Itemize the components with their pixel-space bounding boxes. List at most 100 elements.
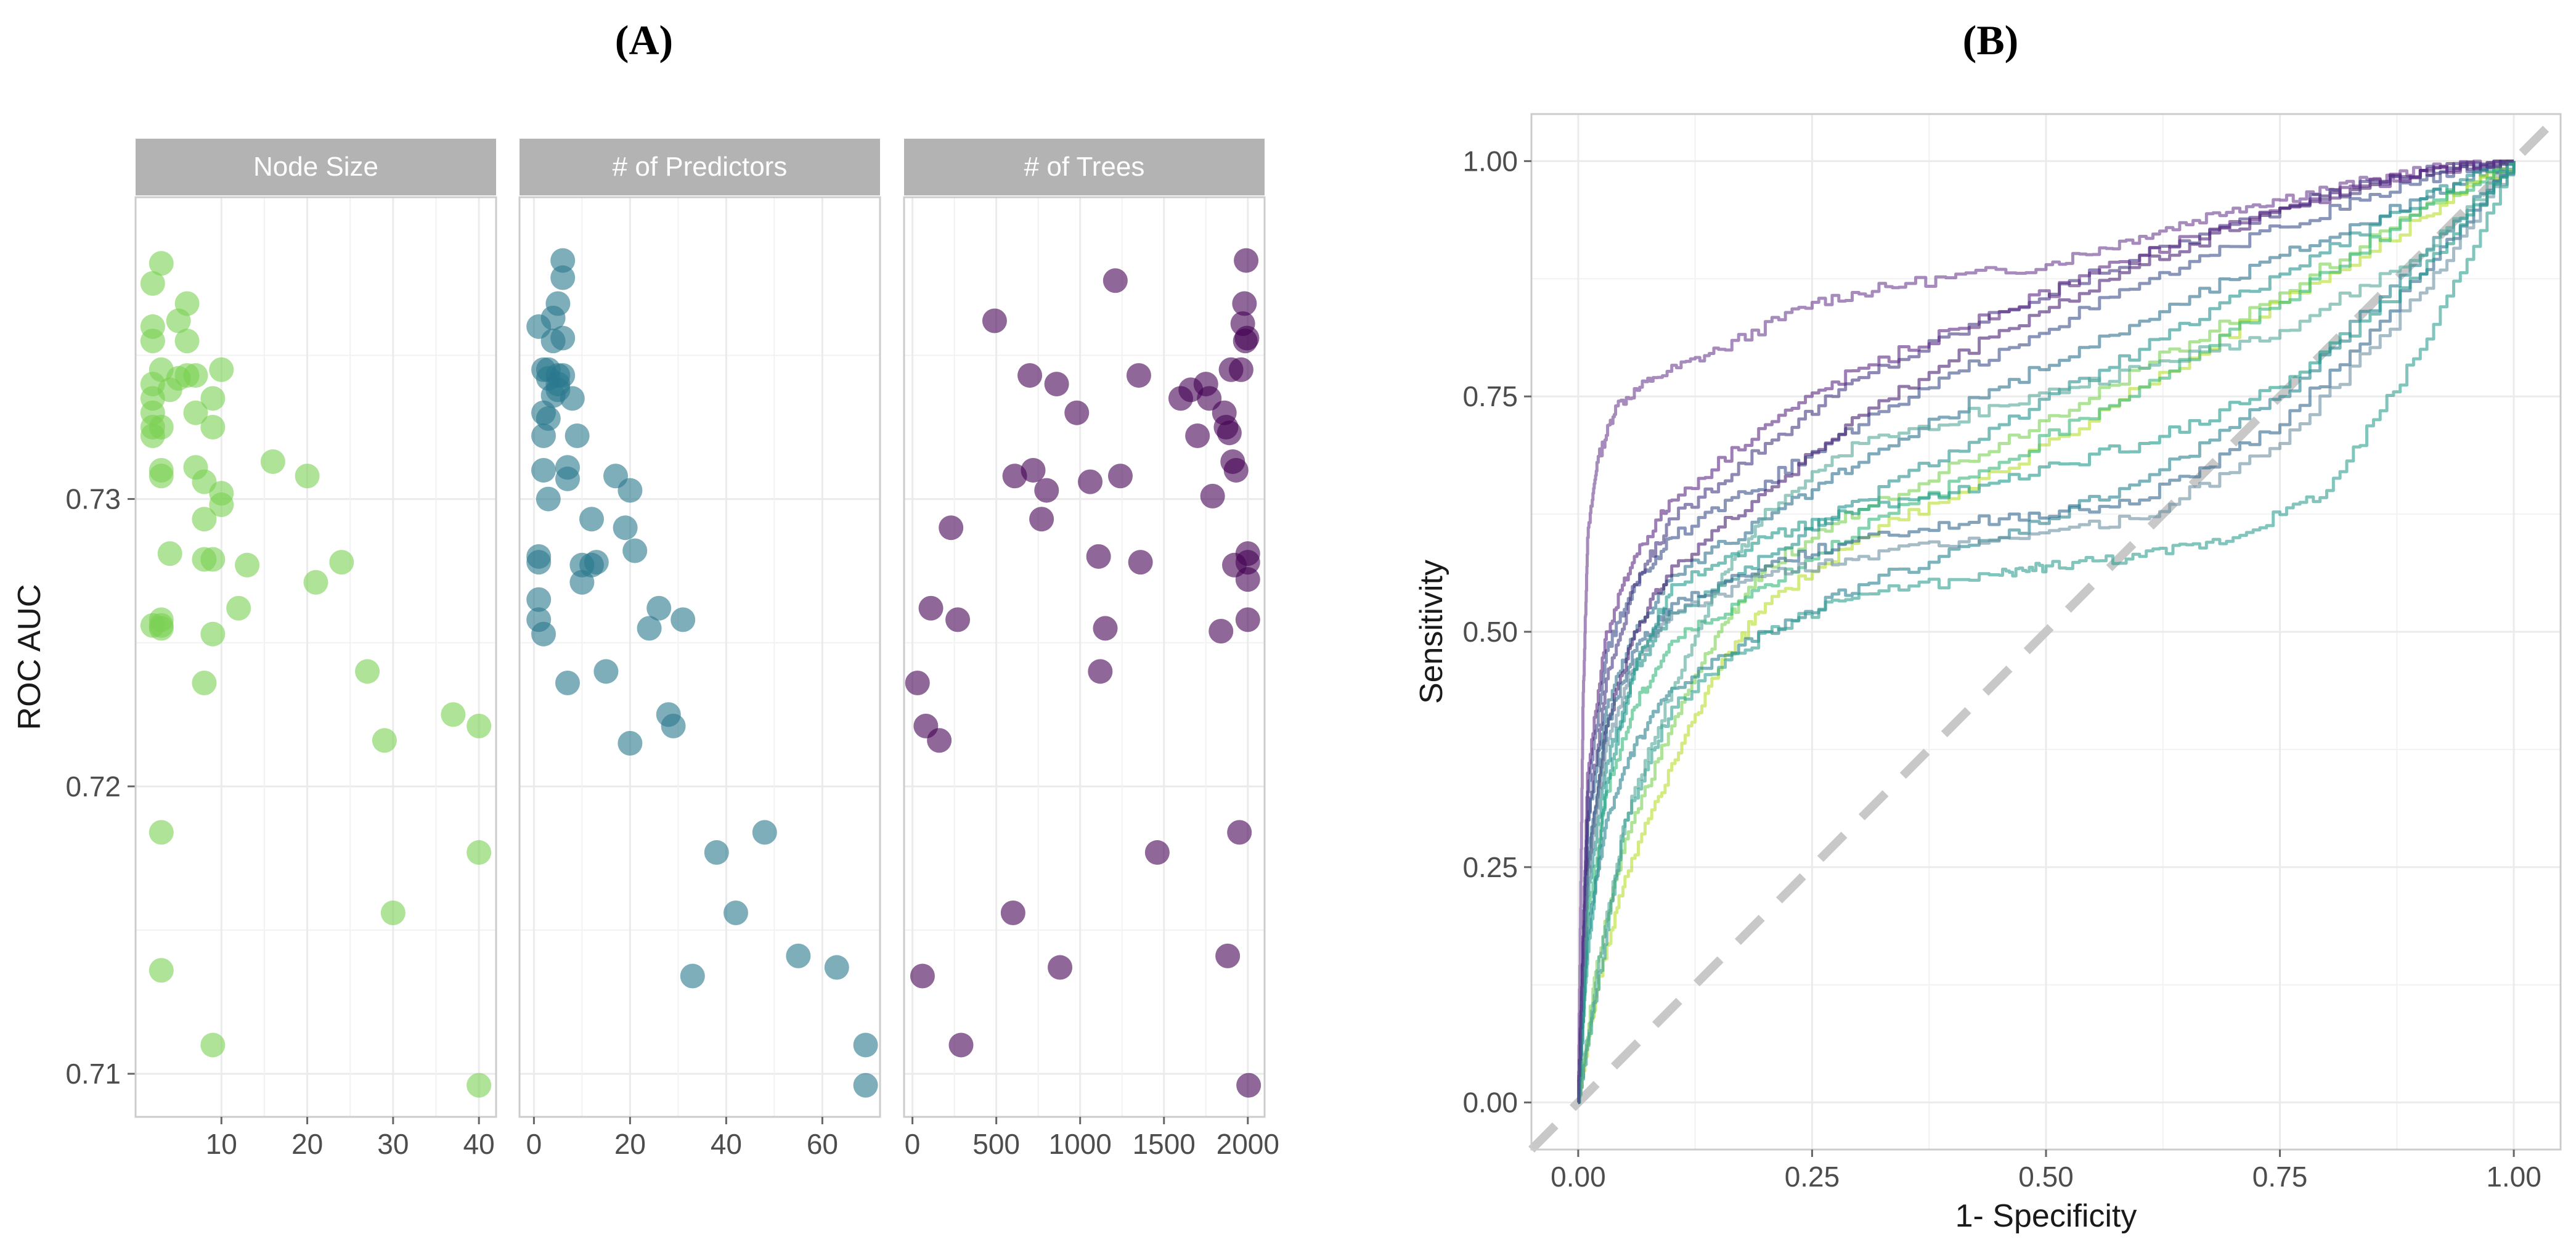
data-point [441,702,466,727]
y-tick-label: 0.50 [1462,616,1518,648]
data-point [1185,423,1210,448]
data-point [1044,372,1069,397]
data-point [192,670,217,695]
facet-strip [136,139,496,195]
x-tick-label: 0 [526,1128,542,1160]
data-point [260,449,285,474]
x-tick-label: 0.50 [2018,1161,2074,1193]
roc-curve [1577,159,2514,1105]
data-point [939,515,964,541]
x-tick-label: 40 [711,1128,742,1160]
x-tick-label: 0 [905,1128,921,1160]
data-point [1144,840,1170,865]
data-point [1228,357,1253,382]
x-tick-label: 1.00 [2486,1161,2541,1193]
x-tick-label: 30 [377,1128,409,1160]
x-axis-title: 1- Specificity [1955,1198,2137,1234]
data-point [157,541,182,566]
data-point [149,820,174,845]
data-point [824,955,849,980]
data-point [927,728,952,753]
y-tick-label: 0.25 [1462,851,1518,883]
data-point [704,840,729,865]
data-point [536,406,561,431]
roc-curve [1577,161,2516,1105]
facet-1: # of Predictors 0 20 40 60 [518,139,881,1160]
data-point [1078,469,1103,494]
facet-strip [904,139,1265,195]
data-point [910,963,935,989]
facet-border [903,196,1266,1118]
data-point [1215,943,1241,968]
x-tick-label: 0.25 [1785,1161,1840,1193]
data-point [945,607,971,632]
y-tick-label: 1.00 [1462,145,1518,177]
data-point [1048,955,1073,980]
x-tick-label: 0.75 [2252,1161,2308,1193]
data-point [853,1072,878,1098]
data-point [680,963,705,989]
data-point [1000,900,1025,925]
x-tick-label: 1000 [1049,1128,1112,1160]
data-point [526,587,552,612]
x-tick-label: 0.00 [1551,1161,1606,1193]
roc-curve [1577,161,2516,1105]
data-point [140,271,165,296]
data-point [467,713,492,738]
data-point [467,1072,492,1098]
data-point [200,547,226,572]
data-point [226,595,251,621]
data-point [1235,550,1260,575]
data-point [209,357,234,382]
data-point [661,713,686,738]
x-tick-label: 10 [206,1128,237,1160]
data-point [555,670,580,695]
data-point [536,486,561,512]
data-point [613,515,638,541]
data-point [183,400,208,425]
x-tick-label: 40 [463,1128,495,1160]
data-point [584,550,609,575]
data-point [1128,550,1153,575]
facet-title: # of Predictors [613,152,788,182]
facet-title: # of Trees [1024,152,1145,182]
data-point [1217,420,1242,446]
panel-b-label: (B) [1963,17,2019,63]
facet-border [134,196,497,1118]
data-point [1227,820,1252,845]
data-point [531,621,556,647]
data-point [1232,291,1257,316]
data-point [149,251,174,276]
diagonal-reference-line [1528,111,2564,1153]
y-tick-label: 0.72 [65,770,121,803]
data-point [149,958,174,983]
data-point [786,943,811,968]
data-point [174,291,200,316]
facet-border [518,196,881,1118]
data-point [140,423,165,448]
roc-curve [1577,161,2516,1105]
data-point [1086,544,1111,569]
y-axis-title: ROC AUC [12,584,47,730]
data-point [550,363,576,388]
data-point [526,550,552,575]
data-point [618,478,643,503]
data-point [1223,457,1249,483]
data-point [192,507,217,532]
data-point [355,659,380,684]
data-point [235,552,260,578]
x-tick-label: 20 [291,1128,323,1160]
data-point [550,265,576,290]
data-point [200,621,226,647]
y-axis-title: Sensitivity [1414,560,1449,704]
data-point [1021,457,1046,483]
x-tick-label: 2000 [1217,1128,1279,1160]
data-point [209,492,234,517]
x-tick-label: 20 [614,1128,646,1160]
data-point [1088,659,1113,684]
x-tick-label: 60 [807,1128,838,1160]
data-point [670,607,696,632]
roc-curve [1578,161,2516,1105]
data-point [579,507,604,532]
